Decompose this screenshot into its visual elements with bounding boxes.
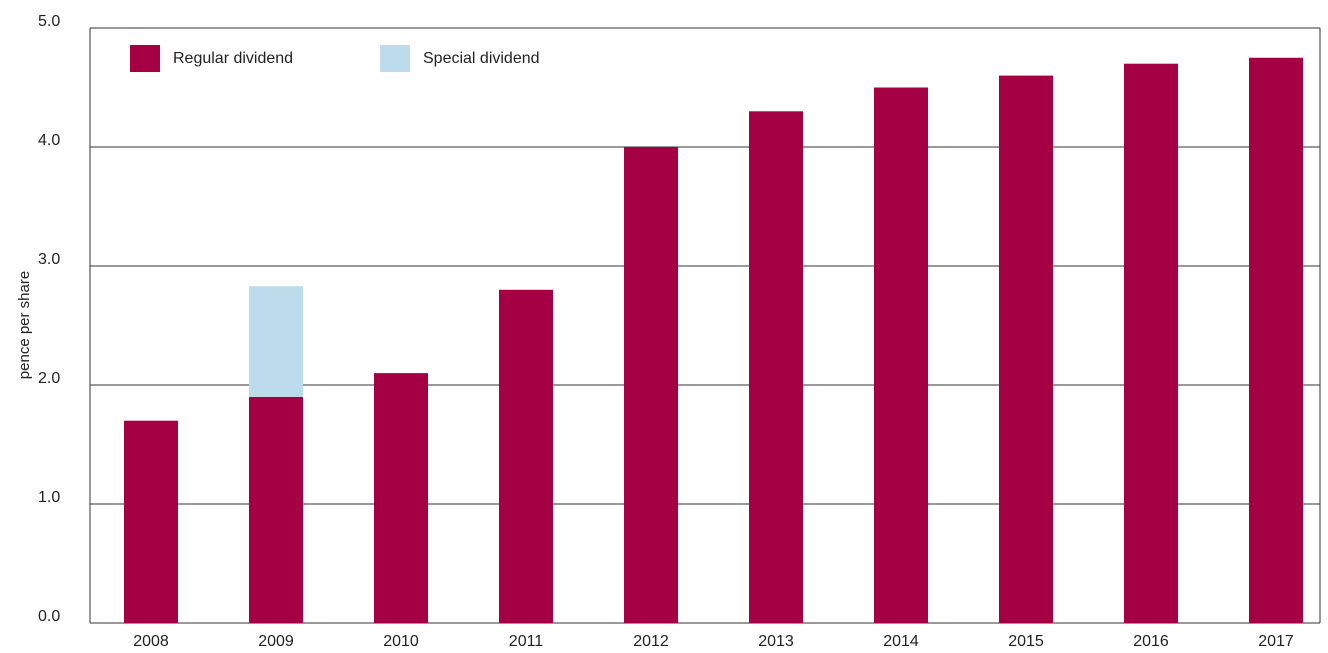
regular-dividend-bar [249, 396, 303, 623]
special-dividend-bar [249, 286, 303, 397]
legend-swatch-regular [130, 45, 160, 72]
x-tick-label: 2011 [509, 633, 544, 650]
regular-dividend-bar [999, 75, 1053, 624]
x-tick-label: 2015 [1008, 633, 1044, 650]
bars [124, 57, 1303, 624]
x-tick-label: 2013 [758, 633, 794, 650]
regular-dividend-bar [1249, 57, 1303, 623]
y-tick-label: 0.0 [38, 608, 60, 625]
legend-swatch-special [380, 45, 410, 72]
x-tick-labels: 2008 2009 2010 2011 2012 2013 2014 2015 2016 2017 [133, 633, 1294, 650]
x-tick-label: 2014 [883, 633, 919, 650]
regular-dividend-bar [1124, 63, 1178, 623]
regular-dividend-bar [499, 289, 553, 623]
y-tick-label: 2.0 [38, 370, 60, 387]
y-tick-label: 5.0 [38, 13, 60, 30]
y-tick-label: 1.0 [38, 489, 60, 506]
y-tick-labels: 0.0 1.0 2.0 3.0 4.0 5.0 [38, 13, 60, 625]
x-tick-label: 2008 [133, 633, 169, 650]
regular-dividend-bar [624, 147, 678, 623]
y-tick-label: 4.0 [38, 132, 60, 149]
regular-dividend-bar [749, 111, 803, 624]
x-tick-label: 2016 [1133, 633, 1169, 650]
legend: Regular dividend Special dividend [130, 45, 540, 72]
regular-dividend-bar [374, 373, 428, 623]
regular-dividend-bar [874, 87, 928, 623]
x-tick-label: 2009 [258, 633, 294, 650]
y-axis-title: pence per share [16, 271, 33, 379]
x-tick-label: 2010 [383, 633, 419, 650]
x-tick-label: 2012 [633, 633, 669, 650]
y-tick-label: 3.0 [38, 251, 60, 268]
legend-label-special: Special dividend [423, 50, 540, 67]
x-tick-label: 2017 [1258, 633, 1294, 650]
regular-dividend-bar [124, 420, 178, 623]
legend-label-regular: Regular dividend [173, 50, 293, 67]
